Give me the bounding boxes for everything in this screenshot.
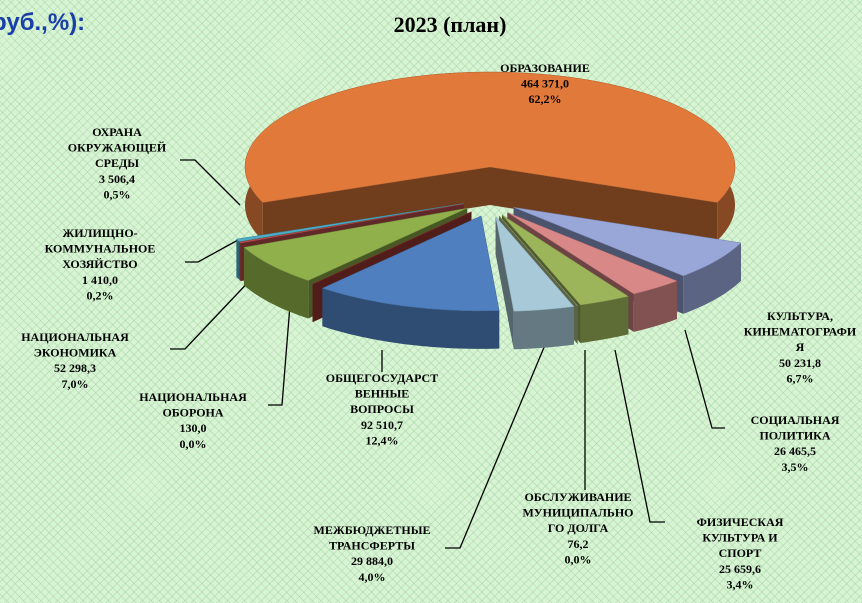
label-line: 3,4% [727,577,754,591]
label-line: КУЛЬТУРА И [702,531,778,545]
label-line: 52 298,3 [54,361,96,375]
chart-title: 2023 (план) [394,12,507,37]
slice-label: ОХРАНА ОКРУЖАЮЩЕЙ СРЕДЫ 3 506,4 0,5% [68,125,167,201]
header-text: руб.,%): [0,9,85,36]
slice-top [501,214,630,306]
leader [170,274,256,350]
leader [614,349,665,523]
label-line: НАЦИОНАЛЬНАЯ [139,390,247,404]
slice [321,215,500,349]
slice-label: ОБЩЕГОСУДАРСТ ВЕННЫЕ ВОПРОСЫ 92 510,7 12,4% [326,371,438,447]
label-line: 0,0% [565,552,592,566]
label-line: КИНЕМАТОГРАФИ [744,325,857,339]
label-line: ГО ДОЛГА [548,521,609,535]
label-line: 4,0% [359,570,386,584]
slice-side [580,296,629,343]
label-line: МЕЖБЮДЖЕТНЫЕ [314,523,431,537]
label-line: 464 371,0 [521,77,569,91]
leader [180,159,241,206]
slice-top [238,203,464,244]
slice-side [239,242,241,282]
label-line: ХОЗЯЙСТВО [62,257,137,271]
label-line: МУНИЦИПАЛЬНО [522,506,633,520]
leader [445,344,546,549]
label-line: 25 659,6 [719,562,761,576]
slice [244,71,736,241]
label-line: СОЦИАЛЬНАЯ [751,413,840,427]
slice-label: МЕЖБЮДЖЕТНЫЕ ТРАНСФЕРТЫ 29 884,0 4,0% [314,523,431,584]
label-line: 12,4% [366,433,399,447]
slice-side [322,288,500,349]
label-line: ОБОРОНА [162,406,223,420]
slice-label: НАЦИОНАЛЬНАЯ ОБОРОНА 130,0 0,0% [139,390,247,451]
label-line: 62,2% [529,92,562,106]
slice-label: ОБСЛУЖИВАНИЕ МУНИЦИПАЛЬНО ГО ДОЛГА 76,2 0,0% [522,490,633,566]
label-line: ЖИЛИЩНО- [62,226,137,240]
label-line: 7,0% [62,377,89,391]
label-line: ЭКОНОМИКА [34,346,117,360]
leader [684,329,725,429]
label-line: ВЕННЫЕ [355,387,409,401]
slice-top [243,207,468,281]
label-line: 3 506,4 [99,172,135,186]
slice-top [495,215,575,312]
label-line: КУЛЬТУРА, [767,309,833,323]
slice-side [236,239,240,280]
label-line: 0,2% [87,288,114,302]
label-line: ОБРАЗОВАНИЕ [500,61,590,75]
slice-label: ФИЗИЧЕСКАЯ КУЛЬТУРА И СПОРТ 25 659,6 3,4% [697,515,784,591]
slice-label: ЖИЛИЩНО- КОММУНАЛЬНОЕ ХОЗЯЙСТВО 1 410,0 0,2% [45,226,156,302]
label-line: СРЕДЫ [95,156,139,170]
slice-top [244,71,736,203]
slice-top [507,212,678,295]
label-line: 3,5% [782,460,809,474]
label-line: КОММУНАЛЬНОЕ [45,242,156,256]
label-line: 0,5% [104,187,131,201]
label-line: 130,0 [180,421,207,435]
label-line: 50 231,8 [779,356,821,370]
leader [268,304,291,406]
leader [185,239,239,263]
slice-side [683,242,741,314]
slice-label: КУЛЬТУРА, КИНЕМАТОГРАФИ Я 50 231,8 6,7% [744,309,857,385]
label-line: 92 510,7 [361,418,403,432]
slice [495,215,575,350]
leader-lines [170,159,725,549]
slice-edge [495,216,514,350]
slice-top [235,203,464,242]
slice-label: СОЦИАЛЬНАЯ ПОЛИТИКА 26 465,5 3,5% [751,413,840,474]
slice-edge [262,167,490,241]
slice-top [513,207,742,277]
pie [235,71,742,350]
label-line: 6,7% [787,371,814,385]
slice-side [513,306,574,350]
slice-top [498,215,579,307]
label-line: СПОРТ [719,546,762,560]
slice-label: ОБРАЗОВАНИЕ 464 371,0 62,2% [500,61,590,106]
label-line: 76,2 [568,537,589,551]
label-line: ТРАНСФЕРТЫ [329,539,415,553]
slice-top [321,215,500,312]
label-line: 29 884,0 [351,554,393,568]
slice-side [633,281,677,332]
label-line: 1 410,0 [82,273,118,287]
label-line: 0,0% [180,437,207,451]
label-line: НАЦИОНАЛЬНАЯ [21,330,129,344]
label-line: ОХРАНА [92,125,142,139]
slice-side [243,247,309,319]
slice-top [311,211,472,285]
label-line: ОБЩЕГОСУДАРСТ [326,371,438,385]
label-line: 26 465,5 [774,444,816,458]
label-line: ВОПРОСЫ [350,402,414,416]
slice-label: НАЦИОНАЛЬНАЯ ЭКОНОМИКА 52 298,3 7,0% [21,330,129,391]
label-line: Я [796,340,805,354]
slice-edge [490,167,718,241]
label-line: ОКРУЖАЮЩЕЙ [68,141,167,155]
label-line: ФИЗИЧЕСКАЯ [697,515,784,529]
label-line: ОБСЛУЖИВАНИЕ [524,490,631,504]
label-line: ПОЛИТИКА [759,429,830,443]
